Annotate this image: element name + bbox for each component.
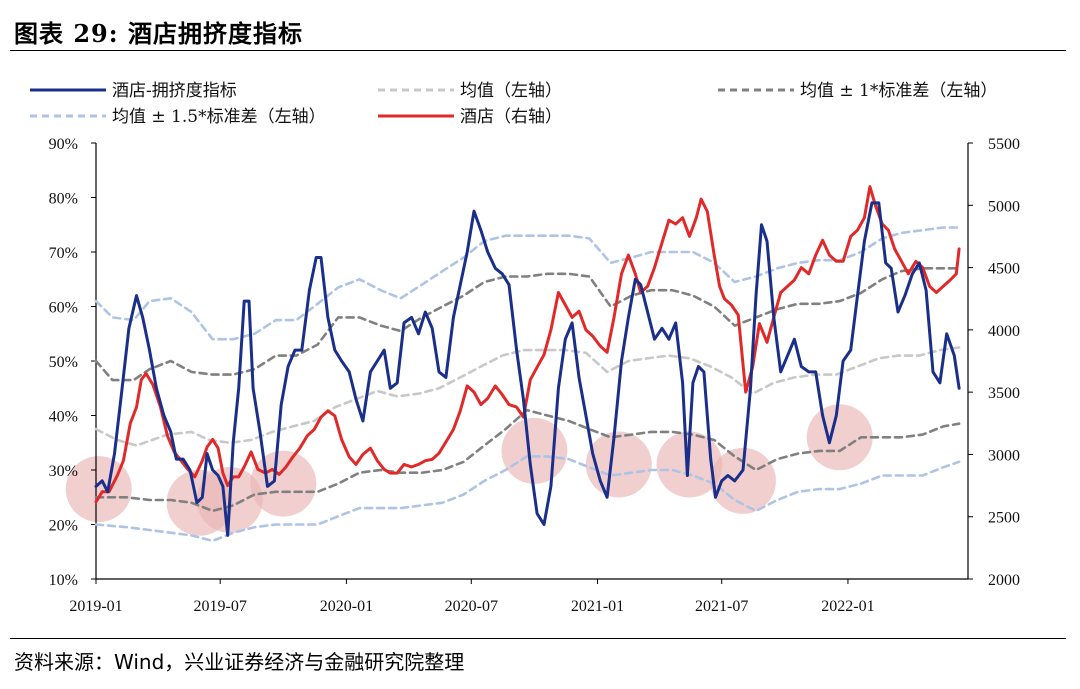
x-tick-label: 2022-01	[821, 598, 874, 615]
title-divider	[10, 50, 1066, 51]
legend-label-crowding: 酒店-拥挤度指标	[112, 81, 237, 101]
series-line-crowding	[94, 201, 961, 537]
x-tick-label: 2019-07	[194, 598, 247, 615]
right-tick-label: 4000	[988, 323, 1020, 340]
right-tick-label: 5500	[988, 136, 1020, 153]
highlight-circle	[501, 417, 568, 484]
highlight-circle	[585, 431, 652, 498]
right-tick-label: 5000	[988, 198, 1020, 215]
legend: 酒店-拥挤度指标 均值（左轴） 均值 ± 1*标准差（左轴） 均值 ± 1.5*标准差…	[30, 81, 997, 127]
right-tick-label: 4500	[988, 261, 1020, 278]
right-tick-label: 2000	[988, 572, 1020, 589]
left-tick-label: 80%	[49, 191, 78, 208]
legend-label-hotel: 酒店（右轴）	[460, 107, 562, 127]
x-tick-label: 2020-01	[320, 598, 373, 615]
legend-label-sd1: 均值 ± 1*标准差（左轴）	[800, 81, 997, 101]
x-tick-label: 2019-01	[69, 598, 122, 615]
series-line-mean	[94, 346, 961, 447]
right-tick-label: 2500	[988, 510, 1020, 527]
source-divider	[10, 638, 1066, 639]
x-tick-label: 2020-07	[445, 598, 498, 615]
right-tick-label: 3500	[988, 385, 1020, 402]
right-tick-label: 3000	[988, 447, 1020, 464]
axes: 10% 20% 30% 40% 50% 60% 70% 80% 90% 2000 2500 3000 3…	[49, 136, 1020, 615]
series-line-sd1	[94, 267, 961, 382]
series-line-sd15	[94, 226, 961, 341]
chart-title: 图表 29: 酒店拥挤度指标	[14, 19, 303, 48]
series-line-sd1_low	[94, 408, 961, 513]
left-tick-label: 40%	[49, 409, 78, 426]
left-tick-label: 70%	[49, 245, 78, 262]
x-tick-label: 2021-01	[571, 598, 624, 615]
left-tick-label: 90%	[49, 136, 78, 153]
legend-label-mean: 均值（左轴）	[460, 81, 562, 101]
series-lines	[94, 185, 961, 543]
left-tick-label: 50%	[49, 354, 78, 371]
highlight-circle	[65, 456, 132, 523]
legend-label-sd15: 均值 ± 1.5*标准差（左轴）	[112, 107, 326, 127]
x-tick-label: 2021-07	[695, 598, 748, 615]
highlight-circle	[709, 447, 776, 514]
source-note: 资料来源：Wind，兴业证券经济与金融研究院整理	[14, 650, 465, 674]
left-tick-label: 10%	[49, 572, 78, 589]
highlight-circle	[250, 450, 317, 517]
left-tick-label: 20%	[49, 518, 78, 535]
left-tick-label: 60%	[49, 300, 78, 317]
series-line-sd15_low	[94, 455, 961, 543]
left-tick-label: 30%	[49, 463, 78, 480]
